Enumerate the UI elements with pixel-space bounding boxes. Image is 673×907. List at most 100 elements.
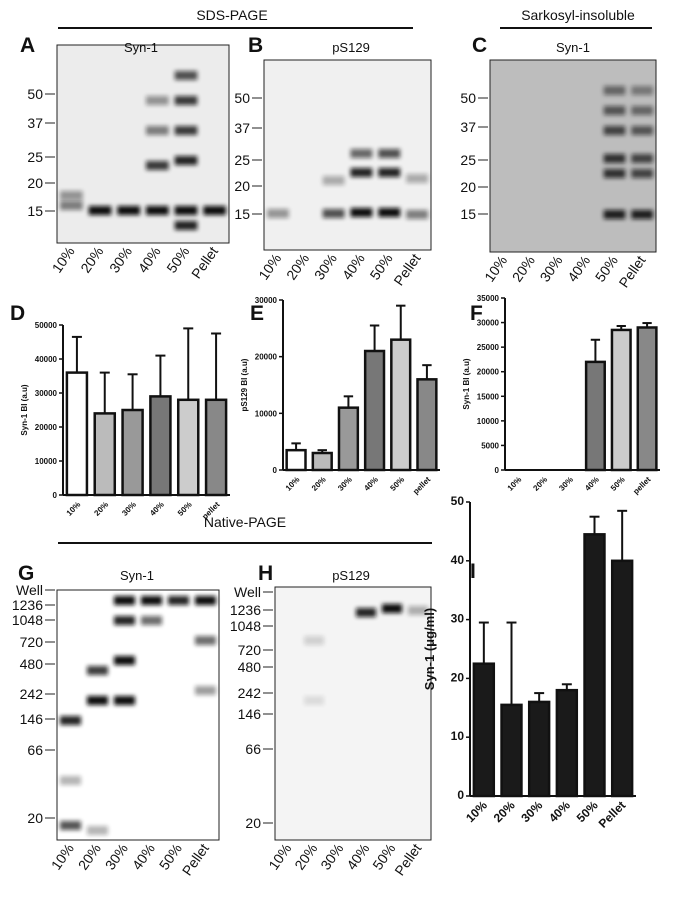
x-tick-label: 30%	[518, 798, 545, 825]
blot-band	[603, 126, 626, 135]
bar	[93, 412, 117, 497]
bar	[285, 448, 307, 472]
blot-band	[60, 716, 81, 725]
bar	[363, 349, 386, 472]
blot-band	[195, 636, 216, 645]
x-tick-label: 50%	[176, 500, 194, 518]
y-tick-label: 30	[451, 612, 465, 626]
y-tick-label: 40000	[35, 355, 58, 364]
x-tick-label: Pellet	[596, 798, 629, 831]
lane-label: 10%	[481, 253, 510, 285]
blot-band	[114, 696, 135, 705]
lane-label: Pellet	[391, 840, 424, 878]
blot-image	[56, 589, 220, 841]
marker-label: 720	[20, 634, 44, 650]
marker-label: 25	[460, 152, 476, 168]
blot-band	[114, 596, 135, 605]
marker-label: 50	[460, 90, 476, 106]
marker-label: 50	[234, 90, 250, 106]
blot-band	[356, 608, 376, 617]
lane-label: 10%	[255, 251, 284, 283]
y-tick-label: 10000	[477, 417, 500, 426]
blot-band	[168, 596, 189, 605]
blot-band	[60, 776, 81, 785]
x-tick-label: 50%	[609, 475, 627, 493]
blot-band	[408, 606, 428, 615]
blot-image	[56, 44, 230, 244]
y-tick-label: 50	[451, 494, 465, 508]
blot-band	[203, 206, 226, 215]
y-tick-label: 20	[451, 670, 465, 684]
marker-label: 146	[238, 706, 262, 722]
marker-label: 37	[460, 119, 476, 135]
panel-letter: H	[258, 562, 273, 585]
marker-label: 20	[234, 178, 250, 194]
marker-label: 50	[27, 86, 43, 102]
marker-label: 15	[234, 206, 250, 222]
blot-band	[114, 656, 135, 665]
marker-label: 37	[27, 115, 43, 131]
bar	[500, 703, 523, 798]
blot-band	[350, 168, 373, 177]
lane-label: Pellet	[188, 243, 221, 281]
lane-label: 10%	[265, 841, 294, 873]
blot-band	[174, 71, 198, 80]
bar	[149, 395, 172, 497]
lane-label: 10%	[48, 841, 77, 873]
panel-letter: F	[470, 302, 483, 325]
x-tick-label: 40%	[362, 475, 380, 493]
bar	[416, 378, 438, 472]
panel-letter: G	[18, 562, 34, 585]
y-tick-label: 10000	[35, 457, 58, 466]
blot-band	[146, 126, 169, 135]
lane-label: Pellet	[179, 840, 212, 878]
lane-label: 40%	[564, 253, 593, 285]
x-tick-label: 30%	[120, 500, 138, 518]
blot-band	[146, 206, 169, 215]
panel-letter: C	[472, 34, 487, 57]
bar	[121, 408, 144, 497]
x-tick-label: 40%	[148, 500, 166, 518]
panel-letter: D	[10, 302, 25, 325]
blot-band	[322, 176, 345, 185]
lane-label: 20%	[283, 251, 312, 283]
y-tick-label: 0	[457, 788, 464, 802]
blot-band	[146, 96, 169, 105]
blot-band	[406, 210, 428, 219]
marker-label: 25	[234, 152, 250, 168]
blot-band	[631, 106, 653, 115]
y-tick-label: 20000	[477, 368, 500, 377]
blot-band	[603, 210, 626, 219]
lane-label: 30%	[536, 253, 565, 285]
blot-band	[146, 161, 169, 170]
blot-band	[60, 821, 81, 830]
marker-label: 1236	[230, 602, 261, 618]
x-tick-label: 40%	[546, 798, 573, 825]
bar	[390, 338, 412, 472]
blot-band	[87, 826, 108, 835]
panel-letter: A	[20, 34, 35, 57]
x-tick-label: 30%	[557, 475, 575, 493]
blot-image	[274, 586, 432, 841]
marker-label: 1048	[230, 618, 261, 634]
marker-label: 242	[20, 686, 44, 702]
lane-label: 20%	[77, 244, 106, 276]
marker-label: 66	[27, 742, 43, 758]
blot-band	[304, 636, 324, 645]
blot-band	[603, 106, 626, 115]
bar	[204, 398, 228, 497]
y-tick-label: 0	[495, 466, 500, 475]
blot-band	[406, 174, 428, 183]
x-tick-label: 10%	[463, 798, 490, 825]
lane-label: 40%	[135, 244, 164, 276]
x-tick-label: 10%	[506, 475, 524, 493]
blot-image	[489, 59, 657, 253]
blot-band	[60, 191, 83, 200]
bar	[555, 688, 579, 798]
marker-label: 66	[245, 741, 261, 757]
lane-label: 40%	[343, 841, 372, 873]
marker-label: 15	[460, 206, 476, 222]
bar	[311, 451, 333, 472]
y-axis-label: Syn-1 (μg/ml)	[422, 608, 437, 690]
